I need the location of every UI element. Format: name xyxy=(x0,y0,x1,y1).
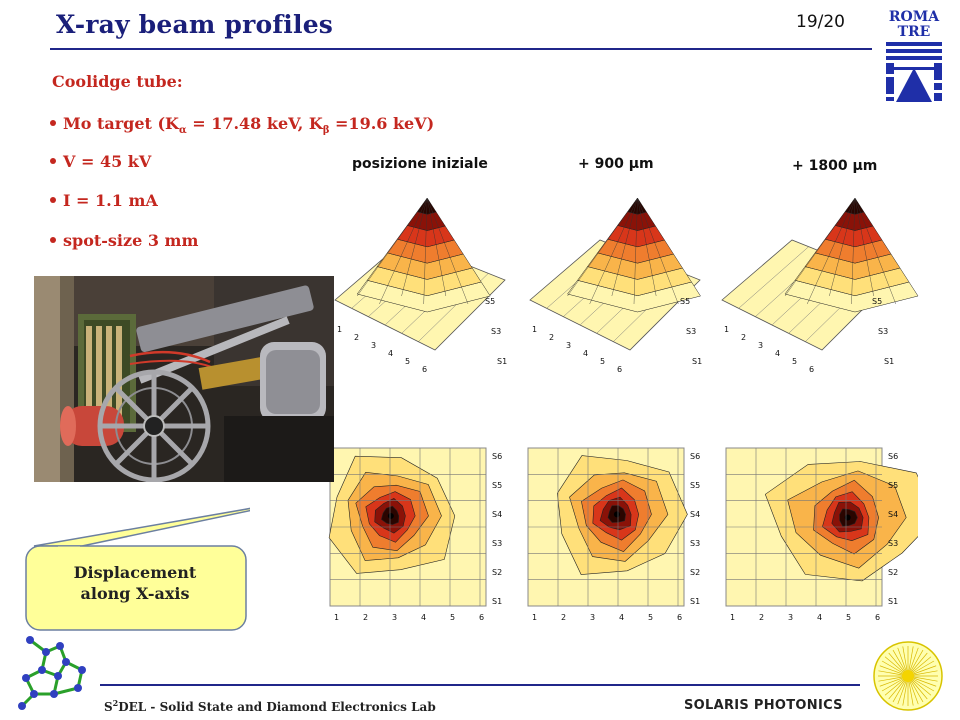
contour-y-tick: S5 xyxy=(690,481,700,490)
contour-y-tick: S1 xyxy=(690,597,700,606)
surface-x-tick: 6 xyxy=(809,365,814,374)
roma-tre-emblem-icon xyxy=(886,42,942,102)
footer-lab-name: S2DEL - Solid State and Diamond Electron… xyxy=(104,698,436,714)
surface-plot-1800: 1 2 3 4 5 6 S1 S3 S5 xyxy=(721,197,919,374)
contour-plot-1800: 1 2 3 4 5 6 S1 S2 S3 S4 S5 S6 xyxy=(725,447,918,622)
contour-y-tick: S2 xyxy=(492,568,502,577)
surface-y-tick: S1 xyxy=(884,357,894,366)
plot-label-900: + 900 µm xyxy=(578,156,654,172)
bullet-spot-size: spot-size 3 mm xyxy=(50,231,198,250)
bullet-target: Mo target (Kα = 17.48 keV, Kβ =19.6 keV) xyxy=(50,114,434,136)
bullet-icon xyxy=(50,119,56,126)
contour-x-tick: 4 xyxy=(421,613,426,622)
contour-x-tick: 6 xyxy=(677,613,682,622)
contour-x-tick: 3 xyxy=(392,613,397,622)
contour-x-tick: 1 xyxy=(334,613,339,622)
contour-y-tick: S1 xyxy=(492,597,502,606)
callout-bubble xyxy=(25,507,250,631)
bullet-voltage: V = 45 kV xyxy=(50,152,151,171)
contour-x-tick: 3 xyxy=(788,613,793,622)
contour-x-tick: 6 xyxy=(875,613,880,622)
contour-x-tick: 1 xyxy=(730,613,735,622)
logo-line-roma: ROMA xyxy=(888,9,940,25)
surface-x-tick: 6 xyxy=(422,365,427,374)
callout-line-2: along X-axis xyxy=(80,584,190,603)
contour-y-tick: S3 xyxy=(492,539,502,548)
contour-plot-900: 1 2 3 4 5 6 S1 S2 S3 S4 S5 S6 xyxy=(527,447,700,622)
bullet-icon xyxy=(50,236,56,243)
surface-x-tick: 3 xyxy=(566,341,571,350)
footer-divider xyxy=(100,684,860,686)
source-heading: Coolidge tube: xyxy=(52,72,183,91)
bullet-current: I = 1.1 mA xyxy=(50,191,158,210)
callout-line-1: Displacement xyxy=(73,563,197,582)
molecule-logo-icon xyxy=(18,636,86,710)
contour-y-tick: S4 xyxy=(690,510,700,519)
contour-y-tick: S4 xyxy=(888,510,898,519)
contour-y-tick: S5 xyxy=(888,481,898,490)
callout-text: Displacement along X-axis xyxy=(24,562,246,604)
surface-y-tick: S5 xyxy=(680,297,690,306)
contour-x-tick: 2 xyxy=(363,613,368,622)
surface-x-tick: 5 xyxy=(792,357,797,366)
surface-x-tick: 3 xyxy=(758,341,763,350)
surface-plot-900: 1 2 3 4 5 6 S1 S3 S5 xyxy=(529,197,702,374)
surface-x-tick: 1 xyxy=(532,325,537,334)
contour-x-tick: 2 xyxy=(561,613,566,622)
surface-x-tick: 4 xyxy=(583,349,588,358)
contour-x-tick: 4 xyxy=(619,613,624,622)
page-number: 19/20 xyxy=(796,12,845,32)
surface-x-tick: 5 xyxy=(405,357,410,366)
bullet-icon xyxy=(50,196,56,203)
contour-y-tick: S4 xyxy=(492,510,502,519)
contour-y-tick: S6 xyxy=(492,452,502,461)
logo-line-tre: TRE xyxy=(897,24,931,40)
title-divider xyxy=(50,48,872,50)
surface-x-tick: 1 xyxy=(337,325,342,334)
surface-x-tick: 5 xyxy=(600,357,605,366)
contour-y-tick: S2 xyxy=(690,568,700,577)
contour-y-tick: S3 xyxy=(888,539,898,548)
surface-y-tick: S1 xyxy=(497,357,507,366)
surface-y-tick: S3 xyxy=(491,327,501,336)
bullet-icon xyxy=(50,157,56,164)
contour-x-tick: 4 xyxy=(817,613,822,622)
surface-y-tick: S1 xyxy=(692,357,702,366)
contour-x-tick: 5 xyxy=(846,613,851,622)
surface-y-tick: S3 xyxy=(878,327,888,336)
surface-x-tick: 4 xyxy=(388,349,393,358)
surface-x-tick: 2 xyxy=(741,333,746,342)
slide-title: X-ray beam profiles xyxy=(56,10,334,39)
contour-y-tick: S6 xyxy=(888,452,898,461)
surface-x-tick: 1 xyxy=(724,325,729,334)
contour-x-tick: 2 xyxy=(759,613,764,622)
plot-label-1800: + 1800 µm xyxy=(792,158,878,174)
surface-x-tick: 2 xyxy=(549,333,554,342)
contour-plot-initial: 1 2 3 4 5 6 S1 S2 S3 S4 S5 S6 xyxy=(328,447,502,622)
surface-x-tick: 2 xyxy=(354,333,359,342)
contour-y-tick: S3 xyxy=(690,539,700,548)
surface-y-tick: S3 xyxy=(686,327,696,336)
contour-x-tick: 1 xyxy=(532,613,537,622)
contour-y-tick: S2 xyxy=(888,568,898,577)
footer-company: SOLARIS PHOTONICS xyxy=(684,698,843,713)
solaris-logo-icon xyxy=(873,641,943,711)
surface-x-tick: 3 xyxy=(371,341,376,350)
surface-x-tick: 6 xyxy=(617,365,622,374)
surface-y-tick: S5 xyxy=(485,297,495,306)
coolidge-tube-setup-photo xyxy=(34,276,334,482)
contour-y-tick: S6 xyxy=(690,452,700,461)
contour-x-tick: 5 xyxy=(450,613,455,622)
contour-x-tick: 3 xyxy=(590,613,595,622)
contour-x-tick: 6 xyxy=(479,613,484,622)
surface-y-tick: S5 xyxy=(872,297,882,306)
plot-label-initial: posizione iniziale xyxy=(352,156,488,172)
roma-tre-logo: ROMA TRE xyxy=(876,6,952,106)
contour-y-tick: S1 xyxy=(888,597,898,606)
contour-y-tick: S5 xyxy=(492,481,502,490)
surface-plot-initial: 1 2 3 4 5 6 S1 S3 S5 xyxy=(334,197,507,374)
surface-x-tick: 4 xyxy=(775,349,780,358)
contour-x-tick: 5 xyxy=(648,613,653,622)
